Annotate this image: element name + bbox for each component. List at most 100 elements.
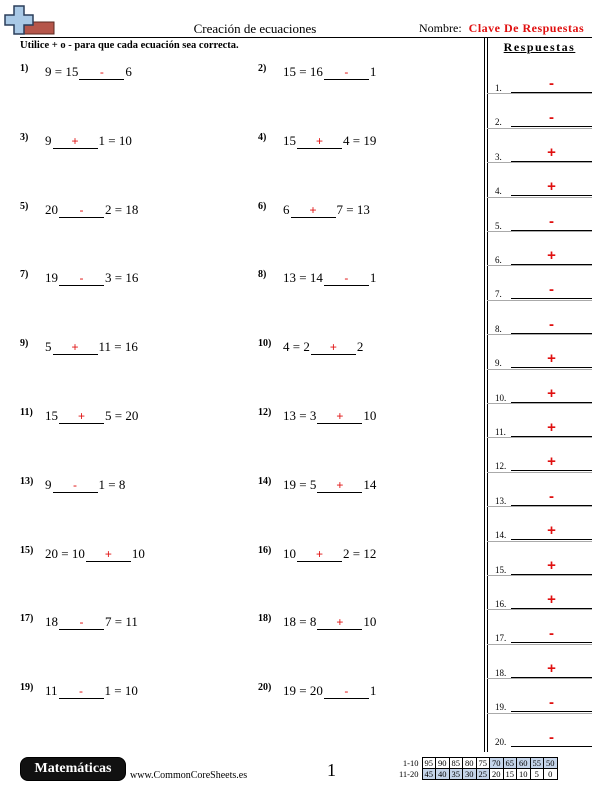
operator-blank[interactable]: + <box>52 340 98 356</box>
operator-blank[interactable]: - <box>79 65 125 80</box>
name-value: Clave De Respuestas <box>468 21 585 35</box>
score-row: 1-10 95 90 85 80 75 70 65 60 55 50 <box>397 757 558 769</box>
operator-blank[interactable]: - <box>323 271 369 287</box>
answer-number: 5. <box>495 220 502 231</box>
equation-right: 10 <box>363 408 377 423</box>
answer-blank[interactable] <box>511 711 592 713</box>
answer-row: 5. - <box>487 196 592 231</box>
answer-blank[interactable] <box>511 92 592 93</box>
equation: 5 +11 = 16 <box>45 339 138 356</box>
operator-blank[interactable]: - <box>58 684 104 700</box>
answer-blank[interactable] <box>511 676 592 678</box>
answer-blank[interactable] <box>511 504 592 506</box>
operator-blank[interactable]: - <box>59 615 104 631</box>
operator-blank[interactable]: + <box>297 547 342 562</box>
problem-number: 11) <box>20 407 33 418</box>
answer-row: 4. + <box>487 162 592 197</box>
score-cell: 10 <box>516 768 531 780</box>
operator-blank[interactable]: + <box>317 615 363 631</box>
answer-blank[interactable] <box>511 367 592 369</box>
equation-left: 19 <box>45 270 58 286</box>
operator-blank[interactable]: + <box>59 409 104 424</box>
operator-blank[interactable]: + <box>85 547 131 562</box>
answer-value: + <box>547 419 556 436</box>
equation-right: 2 <box>356 339 364 355</box>
problem-number: 14) <box>258 475 272 487</box>
answers-title: Respuestas <box>503 40 576 54</box>
answer-blank[interactable] <box>511 539 592 541</box>
operator-blank[interactable]: - <box>59 203 104 218</box>
answer-row: 13. - <box>487 471 592 506</box>
answer-blank[interactable] <box>511 745 592 747</box>
answer-divider <box>487 471 592 473</box>
equation: 15 +4 = 19 <box>283 133 376 149</box>
score-row-label: 11-20 <box>399 769 419 779</box>
answer-divider <box>487 712 592 714</box>
answer-row: 3. + <box>487 127 592 162</box>
answer-blank[interactable] <box>511 126 592 128</box>
answer-divider <box>487 299 592 301</box>
operator-blank[interactable]: - <box>323 684 369 700</box>
answer-row: 8. - <box>487 299 592 334</box>
answer-blank[interactable] <box>511 401 592 403</box>
operator-blank[interactable]: + <box>297 134 342 149</box>
answer-row: 11. + <box>487 403 592 437</box>
equation-right: 2 = 12 <box>343 545 377 561</box>
answer-value: - <box>549 728 554 746</box>
equation-left: 20 <box>45 201 58 217</box>
equation-left: 9 = 15 <box>45 64 79 79</box>
problem-number: 8) <box>258 269 267 281</box>
name-label: Nombre: <box>419 21 462 35</box>
answer-number: 3. <box>495 151 502 162</box>
equation: 18-7 = 11 <box>45 614 138 631</box>
equation-left: 9 <box>45 476 52 492</box>
equation: 13 = 14-1 <box>283 270 376 287</box>
answer-value: + <box>547 556 556 574</box>
answer-divider <box>487 609 592 611</box>
score-cell: 60 <box>516 757 531 769</box>
answer-value: + <box>547 247 556 264</box>
answer-row: 18. + <box>487 643 592 678</box>
answer-blank[interactable] <box>511 298 592 300</box>
operator-blank[interactable]: + <box>317 478 363 493</box>
operator-blank[interactable]: + <box>52 134 98 149</box>
answer-blank[interactable] <box>511 264 592 265</box>
operator-blank[interactable]: + <box>290 203 336 218</box>
score-cell: 55 <box>529 757 544 769</box>
answer-blank[interactable] <box>511 195 592 197</box>
operator-blank[interactable]: - <box>59 271 104 287</box>
answer-number: 11. <box>495 427 506 437</box>
operator-blank[interactable]: - <box>323 65 369 80</box>
answer-divider <box>487 196 592 198</box>
equation-right: 3 = 16 <box>105 270 139 286</box>
operator-blank[interactable]: + <box>310 340 356 356</box>
answer-divider <box>487 437 592 439</box>
answer-blank[interactable] <box>511 160 592 162</box>
answer-number: 2. <box>495 117 502 128</box>
answer-value: - <box>549 694 554 712</box>
answer-blank[interactable] <box>511 229 592 231</box>
operator-blank[interactable]: + <box>317 409 363 424</box>
problem-number: 4) <box>258 131 267 143</box>
answer-number: 13. <box>495 495 507 506</box>
answer-blank[interactable] <box>511 436 592 437</box>
answer-row: 19. - <box>487 678 592 713</box>
answer-divider <box>487 265 592 267</box>
equation-right: 4 = 19 <box>343 132 377 148</box>
answer-blank[interactable] <box>511 608 592 609</box>
answer-blank[interactable] <box>511 332 592 334</box>
name-field: Nombre: Clave De Respuestas <box>419 21 584 36</box>
equation-left: 19 = 5 <box>283 476 317 492</box>
operator-blank[interactable]: - <box>52 478 98 493</box>
answer-number: 12. <box>495 461 507 472</box>
equation-right: 1 = 10 <box>98 132 132 148</box>
answer-blank[interactable] <box>511 642 592 644</box>
answer-number: 1. <box>495 83 502 93</box>
equation-left: 20 = 10 <box>45 545 85 561</box>
answer-value: - <box>549 625 554 643</box>
equation-left: 19 = 20 <box>283 683 323 699</box>
answer-row: 16. + <box>487 575 592 609</box>
answer-row: 17. - <box>487 609 592 644</box>
answer-blank[interactable] <box>511 470 592 472</box>
answer-blank[interactable] <box>511 573 592 575</box>
